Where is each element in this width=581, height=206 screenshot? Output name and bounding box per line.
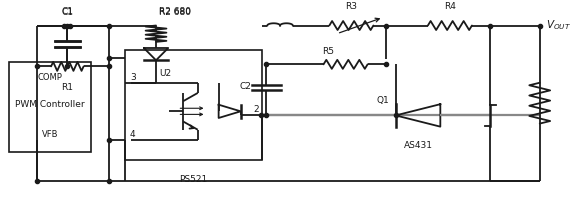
Text: 4: 4 — [130, 129, 135, 138]
Text: C1: C1 — [62, 7, 73, 16]
Text: COMP: COMP — [38, 73, 62, 82]
Text: VFB: VFB — [42, 130, 58, 139]
Text: PWM Controller: PWM Controller — [15, 99, 85, 108]
Text: U2: U2 — [159, 69, 171, 78]
Text: 2: 2 — [253, 105, 259, 114]
Text: 3: 3 — [130, 72, 136, 81]
Text: R3: R3 — [345, 2, 357, 11]
Text: Q1: Q1 — [376, 95, 389, 104]
Text: R2 680: R2 680 — [159, 8, 191, 17]
Text: AS431: AS431 — [404, 140, 432, 149]
Bar — [9, 63, 91, 152]
Text: R1: R1 — [62, 83, 73, 92]
Text: R2 680: R2 680 — [159, 7, 191, 16]
Text: PS521: PS521 — [180, 174, 207, 183]
Text: C1: C1 — [62, 8, 73, 17]
Text: R4: R4 — [444, 2, 456, 11]
Bar — [125, 51, 261, 161]
Text: $V_{OUT}$: $V_{OUT}$ — [546, 19, 571, 32]
Text: C2: C2 — [240, 82, 252, 91]
Text: R5: R5 — [322, 46, 335, 55]
